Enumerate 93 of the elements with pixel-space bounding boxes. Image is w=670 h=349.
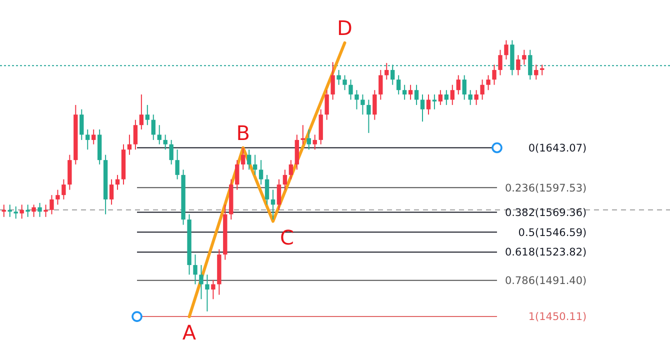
candlestick xyxy=(540,64,544,76)
candlestick xyxy=(50,194,54,215)
candlestick xyxy=(522,49,526,66)
candlestick xyxy=(456,74,460,95)
candlestick xyxy=(270,189,276,220)
candlestick xyxy=(26,204,30,218)
candlestick xyxy=(86,128,90,150)
candlestick xyxy=(235,160,240,190)
candlestick xyxy=(109,178,114,206)
candlestick xyxy=(486,74,490,91)
candlestick xyxy=(169,139,174,165)
annotation: 0.618 xyxy=(504,246,535,259)
candlestick xyxy=(498,49,502,76)
candlestick xyxy=(62,178,66,200)
candlestick xyxy=(384,62,389,80)
candlestick xyxy=(306,128,311,150)
y-tick-label: (1643.07) xyxy=(535,142,587,154)
candlestick xyxy=(348,79,353,100)
candlestick xyxy=(288,160,294,180)
candlestick xyxy=(444,90,449,106)
annotation: D xyxy=(337,16,352,40)
candlestick xyxy=(336,69,341,86)
y-tick-label: (1450.11) xyxy=(535,311,587,324)
candlestick xyxy=(157,124,162,145)
candlestick xyxy=(324,90,329,120)
candlestick xyxy=(145,104,150,126)
y-tick-label: (1491.40) xyxy=(535,275,587,288)
candlestick xyxy=(32,204,36,218)
candlestick xyxy=(56,189,60,206)
candlestick xyxy=(133,119,138,150)
candlestick xyxy=(432,94,437,110)
annotation: C xyxy=(280,225,294,250)
candlestick xyxy=(44,204,48,218)
candlestick xyxy=(151,114,156,140)
candlestick xyxy=(258,160,264,186)
candlestick xyxy=(20,204,24,220)
annotation: 0.236 xyxy=(504,182,536,194)
candlestick xyxy=(175,149,180,180)
y-tick-label: (1523.82) xyxy=(535,246,587,259)
candlestick xyxy=(246,149,252,170)
candlestick xyxy=(92,128,96,145)
annotation: 0.5 xyxy=(518,226,535,239)
candlestick xyxy=(438,90,443,106)
candlestick xyxy=(193,254,198,285)
candlestick xyxy=(354,90,359,110)
y-tick-label: (1597.53) xyxy=(535,182,587,194)
candlestick xyxy=(282,169,288,190)
candlestick xyxy=(360,94,365,116)
y-tick-label: (1546.59) xyxy=(535,226,587,239)
candlestick xyxy=(492,64,496,86)
candlestick xyxy=(276,178,282,210)
annotation: B xyxy=(236,120,250,145)
candlestick xyxy=(402,84,407,100)
candlestick xyxy=(139,94,144,130)
candlestick xyxy=(312,134,317,150)
candlestick xyxy=(199,264,204,300)
candlestick xyxy=(426,94,431,116)
candlestick xyxy=(378,69,383,100)
candlestick xyxy=(127,134,132,156)
candlestick xyxy=(163,134,168,150)
candlestick xyxy=(211,279,216,300)
candlestick xyxy=(414,84,419,106)
candlestick xyxy=(342,74,347,91)
candlestick xyxy=(462,74,466,100)
candlestick xyxy=(38,202,42,218)
candlestick xyxy=(408,84,413,100)
candlestick xyxy=(205,274,210,312)
candlestick xyxy=(504,40,508,60)
annotation: 0.382 xyxy=(504,206,535,219)
candlestick xyxy=(264,174,270,206)
candlestick xyxy=(372,90,377,120)
candlestick xyxy=(534,64,538,80)
annotation: A xyxy=(182,320,196,345)
candlestick xyxy=(516,54,520,76)
candlestick xyxy=(450,84,454,106)
candlestick xyxy=(366,99,371,134)
candlestick xyxy=(468,90,472,106)
candlestick xyxy=(252,154,258,176)
candlestick xyxy=(420,94,425,122)
candlestick xyxy=(330,62,335,100)
candlestick xyxy=(300,124,305,145)
candlestick xyxy=(14,206,18,220)
candlestick xyxy=(115,174,120,190)
candlestick xyxy=(474,90,478,106)
candlestick xyxy=(480,79,484,100)
annotation: 0.786 xyxy=(504,275,536,288)
line-series xyxy=(188,41,346,318)
y-tick-label: (1569.36) xyxy=(535,206,587,219)
candlestick xyxy=(241,147,246,170)
candlestick xyxy=(396,74,401,95)
annotation: 0 xyxy=(528,142,535,154)
candlestick xyxy=(80,108,84,140)
annotation: 1 xyxy=(528,311,535,324)
